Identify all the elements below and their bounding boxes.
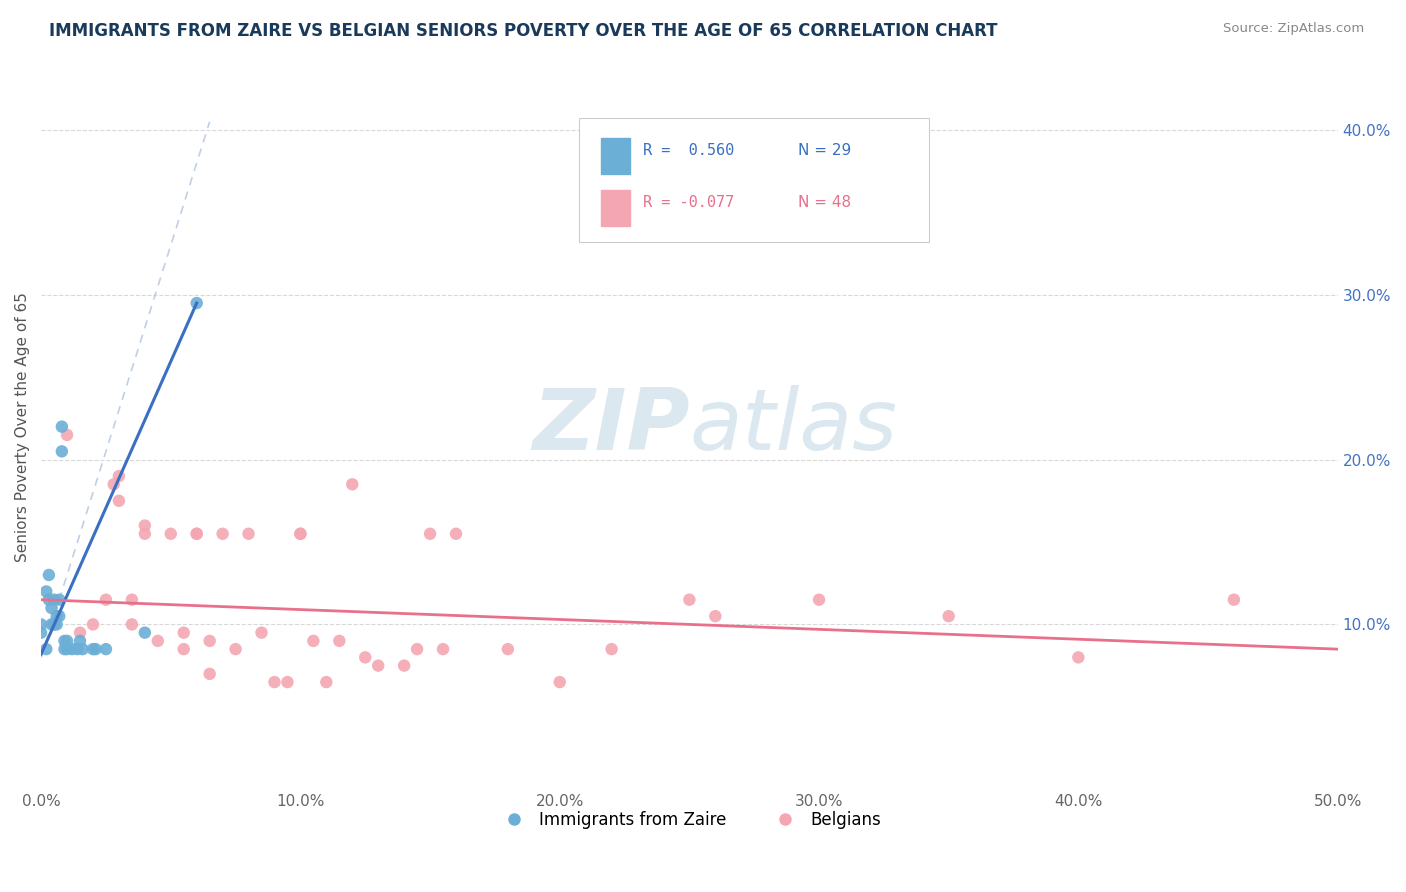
- Point: [134, 518, 156, 533]
- Point: [198, 633, 221, 648]
- Point: [354, 650, 377, 665]
- Y-axis label: Seniors Poverty Over the Age of 65: Seniors Poverty Over the Age of 65: [15, 292, 30, 562]
- Point: [121, 592, 143, 607]
- Point: [38, 568, 60, 582]
- Point: [419, 526, 441, 541]
- FancyBboxPatch shape: [579, 119, 929, 242]
- Point: [48, 609, 70, 624]
- Point: [38, 592, 60, 607]
- Point: [103, 477, 125, 491]
- Text: R = -0.077: R = -0.077: [643, 195, 734, 210]
- Point: [94, 642, 117, 657]
- Point: [41, 601, 63, 615]
- Point: [328, 633, 350, 648]
- Point: [444, 526, 467, 541]
- Point: [51, 419, 73, 434]
- Point: [238, 526, 260, 541]
- Text: R =  0.560: R = 0.560: [643, 143, 734, 158]
- Text: N = 48: N = 48: [799, 195, 852, 210]
- Point: [678, 592, 700, 607]
- Point: [808, 592, 831, 607]
- Point: [72, 642, 94, 657]
- Point: [94, 592, 117, 607]
- Point: [1223, 592, 1246, 607]
- Point: [51, 444, 73, 458]
- Point: [263, 675, 285, 690]
- Text: atlas: atlas: [689, 385, 897, 468]
- Point: [1067, 650, 1090, 665]
- Point: [45, 609, 67, 624]
- Point: [173, 642, 195, 657]
- Point: [56, 633, 79, 648]
- Point: [225, 642, 247, 657]
- Point: [186, 526, 208, 541]
- Point: [45, 617, 67, 632]
- Point: [290, 526, 312, 541]
- Point: [159, 526, 181, 541]
- Point: [198, 666, 221, 681]
- Point: [367, 658, 389, 673]
- Point: [315, 675, 337, 690]
- Point: [56, 428, 79, 442]
- Point: [134, 526, 156, 541]
- Point: [53, 642, 76, 657]
- Point: [211, 526, 233, 541]
- Point: [302, 633, 325, 648]
- Text: N = 29: N = 29: [799, 143, 852, 158]
- Text: Source: ZipAtlas.com: Source: ZipAtlas.com: [1223, 22, 1364, 36]
- Text: IMMIGRANTS FROM ZAIRE VS BELGIAN SENIORS POVERTY OVER THE AGE OF 65 CORRELATION : IMMIGRANTS FROM ZAIRE VS BELGIAN SENIORS…: [49, 22, 998, 40]
- Point: [30, 625, 52, 640]
- Point: [35, 642, 58, 657]
- Point: [276, 675, 298, 690]
- Point: [186, 526, 208, 541]
- Point: [42, 617, 65, 632]
- Point: [600, 642, 623, 657]
- Point: [30, 617, 52, 632]
- Point: [108, 469, 131, 483]
- Point: [290, 526, 312, 541]
- Point: [392, 658, 415, 673]
- Point: [432, 642, 454, 657]
- Point: [146, 633, 169, 648]
- Bar: [602, 138, 630, 174]
- Point: [56, 642, 79, 657]
- Point: [342, 477, 364, 491]
- Point: [704, 609, 727, 624]
- Point: [53, 633, 76, 648]
- Bar: [602, 190, 630, 227]
- Point: [496, 642, 519, 657]
- Point: [66, 642, 89, 657]
- Point: [121, 617, 143, 632]
- Point: [48, 592, 70, 607]
- Point: [41, 617, 63, 632]
- Point: [69, 633, 91, 648]
- Point: [42, 617, 65, 632]
- Point: [60, 642, 83, 657]
- Point: [938, 609, 960, 624]
- Point: [108, 493, 131, 508]
- Point: [250, 625, 273, 640]
- Point: [406, 642, 429, 657]
- Point: [82, 617, 104, 632]
- Point: [84, 642, 107, 657]
- Point: [82, 642, 104, 657]
- Point: [134, 625, 156, 640]
- Legend: Immigrants from Zaire, Belgians: Immigrants from Zaire, Belgians: [491, 804, 887, 835]
- Point: [35, 584, 58, 599]
- Point: [186, 296, 208, 310]
- Point: [42, 592, 65, 607]
- Point: [548, 675, 571, 690]
- Point: [173, 625, 195, 640]
- Point: [69, 625, 91, 640]
- Text: ZIP: ZIP: [531, 385, 689, 468]
